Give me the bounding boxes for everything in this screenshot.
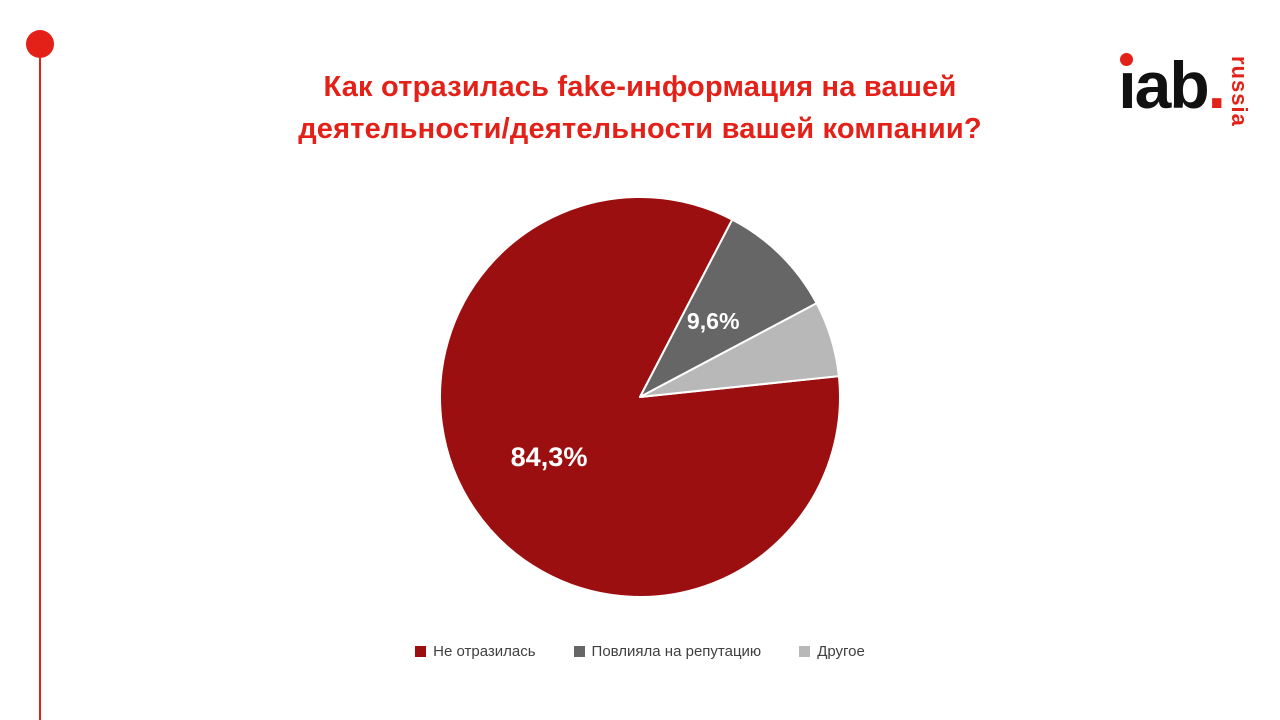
- legend-label-povliyala: Повлияла на репутацию: [591, 643, 762, 660]
- pie-chart-container: 84,3% 9,6%: [437, 194, 843, 600]
- iab-russia-logo: ıab. russia: [1118, 52, 1252, 127]
- chart-legend: Не отразилась Повлияла на репутацию Друг…: [0, 643, 1280, 660]
- slide-title-line2: деятельности/деятельности вашей компании…: [298, 113, 982, 146]
- logo-russia-text: russia: [1227, 56, 1252, 127]
- pie-slice-label-povliyala: 9,6%: [687, 308, 740, 334]
- logo-text: ıab: [1118, 48, 1209, 122]
- accent-line: [39, 58, 41, 720]
- legend-item-drugoe: Другое: [799, 643, 865, 660]
- accent-dot: [26, 30, 54, 58]
- legend-swatch-drugoe: [799, 646, 811, 657]
- pie-slice-povliyala: [638, 218, 818, 399]
- logo-i-dot-icon: [1120, 53, 1134, 66]
- logo-wordmark: ıab.: [1118, 52, 1226, 118]
- legend-item-povliyala: Повлияла на репутацию: [573, 643, 762, 660]
- slide-title: Как отразилась fake-информация на вашей …: [0, 66, 1280, 150]
- pie-chart: 84,3% 9,6%: [439, 196, 841, 598]
- legend-swatch-povliyala: [573, 646, 585, 657]
- legend-item-ne-otrazilas: Не отразилась: [415, 643, 536, 660]
- slide-title-line1: Как отразилась fake-информация на вашей: [323, 71, 957, 103]
- pie-slice-label-ne-otrazilas: 84,3%: [511, 441, 588, 472]
- legend-label-ne-otrazilas: Не отразилась: [433, 643, 536, 660]
- legend-swatch-ne-otrazilas: [415, 646, 427, 657]
- legend-label-drugoe: Другое: [817, 643, 865, 660]
- logo-period: .: [1207, 48, 1226, 122]
- pie-slice-drugoe: [638, 302, 840, 399]
